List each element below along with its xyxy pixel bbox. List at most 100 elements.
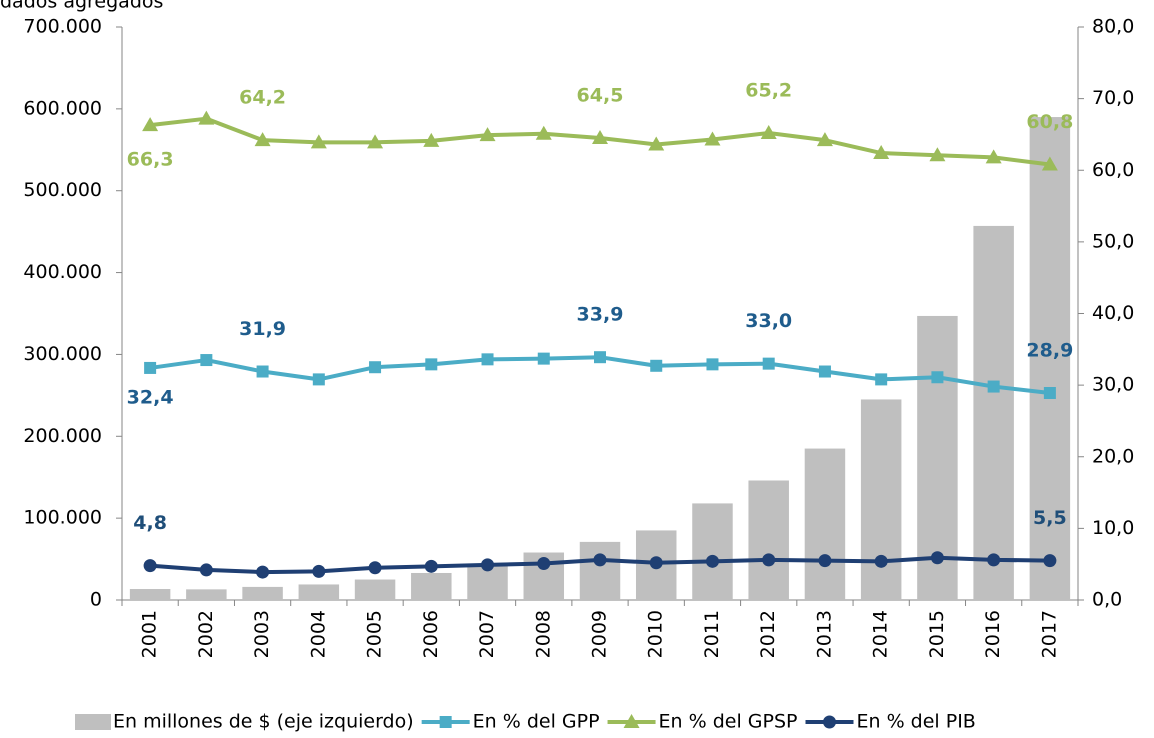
marker: [875, 373, 888, 386]
y-tick-label: 0: [90, 589, 102, 611]
marker: [985, 149, 1002, 164]
marker: [987, 553, 1001, 567]
marker: [762, 553, 776, 567]
data-label: 4,8: [133, 512, 167, 534]
bar: [860, 399, 902, 600]
x-tick-label: 2008: [532, 610, 554, 658]
chart-subtitle: dados agregados: [0, 0, 163, 13]
marker: [199, 563, 213, 577]
legend-marker: [823, 715, 836, 729]
marker: [312, 373, 325, 386]
x-tick-label: 2007: [476, 610, 498, 658]
legend-label: En % del GPP: [473, 711, 600, 733]
marker: [592, 130, 608, 145]
data-label: 65,2: [745, 80, 792, 102]
data-label: 66,3: [127, 149, 174, 171]
marker: [987, 380, 1000, 393]
marker: [1041, 156, 1058, 171]
bar: [692, 503, 733, 600]
marker: [594, 351, 606, 364]
marker: [479, 127, 496, 142]
data-label: 31,9: [239, 318, 286, 340]
marker: [143, 559, 157, 573]
y-tick-label: 200.000: [23, 425, 102, 447]
bar: [579, 541, 621, 600]
y-tick-label: 100.000: [23, 507, 102, 529]
marker: [142, 117, 159, 132]
marker: [535, 125, 552, 140]
marker: [368, 561, 382, 575]
marker: [537, 556, 551, 570]
legend-marker: [623, 714, 640, 728]
data-label: 5,5: [1033, 507, 1067, 529]
data-label: 33,0: [745, 310, 792, 332]
legend-marker: [439, 716, 452, 728]
bar: [354, 579, 396, 600]
data-label: 28,9: [1026, 340, 1073, 362]
x-tick-label: 2006: [420, 610, 442, 658]
marker: [537, 352, 550, 365]
bar: [1029, 117, 1071, 601]
legend-label: En % del GPSP: [659, 711, 798, 733]
y2-tick-label: 40,0: [1092, 302, 1134, 324]
marker: [760, 125, 777, 140]
marker: [198, 110, 215, 125]
marker: [762, 357, 775, 370]
marker: [929, 147, 946, 162]
marker: [818, 365, 831, 378]
marker: [256, 365, 269, 378]
x-tick-label: 2012: [757, 610, 779, 658]
x-tick-label: 2010: [645, 610, 667, 658]
bar: [411, 572, 452, 600]
y2-tick-label: 60,0: [1092, 159, 1134, 181]
bar: [186, 589, 227, 600]
y-tick-label: 600.000: [23, 97, 102, 119]
y-tick-label: 300.000: [23, 343, 102, 365]
y2-tick-label: 10,0: [1092, 517, 1134, 539]
marker: [423, 132, 440, 147]
bar: [748, 480, 789, 600]
x-tick-label: 2009: [589, 610, 611, 658]
x-tick-label: 2003: [251, 610, 273, 658]
marker: [704, 131, 721, 146]
marker: [425, 358, 438, 371]
x-tick-label: 2011: [701, 610, 723, 658]
x-tick-label: 2002: [195, 610, 217, 658]
x-tick-label: 2015: [926, 610, 948, 658]
data-label: 33,9: [577, 304, 624, 326]
marker: [312, 564, 326, 578]
marker: [254, 132, 271, 147]
legend-label: En % del PIB: [857, 711, 976, 733]
marker: [256, 565, 270, 579]
marker: [874, 554, 888, 568]
legend-swatch: [75, 714, 111, 730]
marker: [200, 354, 213, 367]
marker: [1043, 554, 1057, 568]
bar: [973, 225, 1014, 601]
marker: [310, 134, 327, 149]
y2-tick-label: 30,0: [1092, 374, 1134, 396]
data-label: 32,4: [127, 386, 174, 408]
marker: [144, 361, 157, 374]
marker: [424, 559, 438, 573]
marker: [648, 136, 665, 151]
x-tick-label: 2014: [870, 610, 892, 658]
data-label: 64,5: [577, 85, 624, 107]
y-tick-label: 500.000: [23, 179, 102, 201]
y2-tick-label: 80,0: [1092, 16, 1134, 38]
x-tick-label: 2004: [307, 610, 329, 658]
marker: [593, 553, 607, 567]
marker: [930, 551, 944, 565]
marker: [705, 554, 719, 568]
marker: [873, 145, 890, 160]
marker: [369, 361, 382, 374]
bar: [129, 589, 171, 600]
x-tick-label: 2016: [982, 610, 1004, 658]
y-tick-label: 700.000: [23, 16, 102, 38]
marker: [818, 554, 832, 568]
marker: [1043, 387, 1056, 400]
marker: [650, 359, 663, 372]
marker: [481, 353, 494, 366]
y-tick-label: 400.000: [23, 261, 102, 283]
